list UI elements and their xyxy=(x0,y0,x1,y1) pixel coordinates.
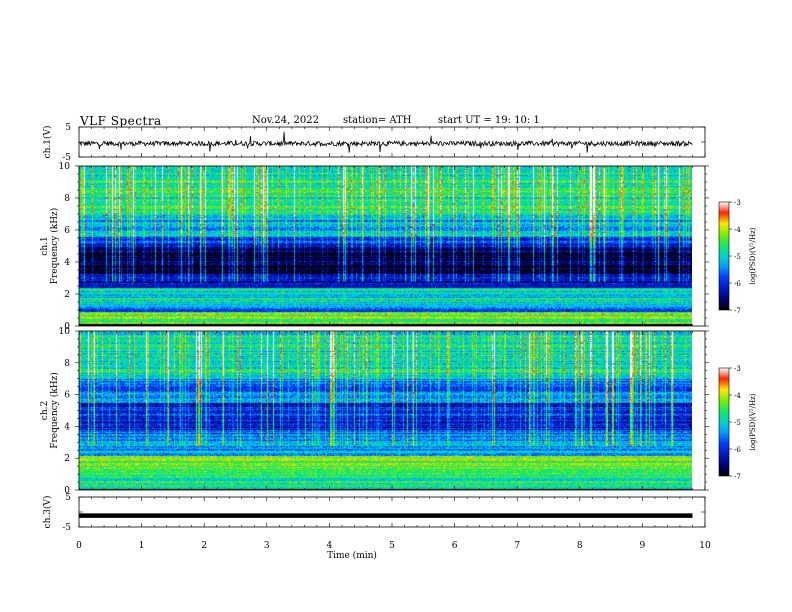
ch3-waveform-ylabel: ch.3(V) xyxy=(42,496,53,529)
colorbar-tick-label: -6 xyxy=(734,280,741,288)
x-axis-label: Time (min) xyxy=(327,550,377,561)
x-tick-label: 0 xyxy=(76,541,82,551)
ch1-spectrogram-colorbar-label: log(PSD)(V²/Hz) xyxy=(749,227,757,284)
x-tick-label: 7 xyxy=(514,541,520,551)
y-tick-label: 2 xyxy=(64,290,70,300)
y-axis-label: ch.3(V) xyxy=(42,496,53,529)
y-tick-label: 4 xyxy=(64,422,70,432)
x-tick-label: 10 xyxy=(699,541,711,551)
y-axis-label: Frequency (kHz) xyxy=(49,372,60,449)
ch2-spectrogram-image xyxy=(79,331,692,490)
ch2-spectrogram-colorbar-label: log(PSD)(V²/Hz) xyxy=(749,393,757,450)
x-tick-label: 3 xyxy=(264,541,270,551)
y-tick-label: 0 xyxy=(64,486,70,496)
colorbar-tick-label: -3 xyxy=(734,365,741,373)
x-tick-label: 9 xyxy=(640,541,646,551)
ch1-spectrogram-image xyxy=(79,166,692,326)
y-tick-label: -5 xyxy=(62,523,71,533)
y-tick-label: 6 xyxy=(64,391,70,401)
ch1-spectrogram-colorbar xyxy=(718,201,730,311)
x-tick-label: 4 xyxy=(327,541,333,551)
colorbar-tick-label: -5 xyxy=(734,253,741,261)
x-tick-label: 8 xyxy=(577,541,583,551)
ch2-spectrogram-colorbar xyxy=(718,367,730,477)
y-tick-label: -5 xyxy=(62,153,71,163)
y-axis-label: ch.1(V) xyxy=(42,126,53,159)
colorbar-tick-label: -6 xyxy=(734,446,741,454)
y-tick-label: 0 xyxy=(64,322,70,332)
ch2-spectrogram-ylabel: ch.2 Frequency (kHz) xyxy=(40,372,60,449)
x-tick-label: 2 xyxy=(201,541,207,551)
colorbar-label-text: log(PSD)(V²/Hz) xyxy=(749,393,757,450)
ch1-spectrogram-ylabel: ch.1 Frequency (kHz) xyxy=(40,208,60,285)
y-tick-label: 5 xyxy=(65,493,71,503)
y-tick-label: 2 xyxy=(64,454,70,464)
x-tick-label: 5 xyxy=(389,541,395,551)
y-tick-label: 10 xyxy=(59,162,71,172)
colorbar-tick-label: -4 xyxy=(734,226,741,234)
y-tick-label: 10 xyxy=(59,327,71,337)
colorbar-tick-label: -7 xyxy=(734,473,741,481)
colorbar-tick-label: -5 xyxy=(734,419,741,427)
y-tick-label: 8 xyxy=(64,359,70,369)
y-axis-label: ch.1 xyxy=(40,236,50,255)
station-label: station= ATH xyxy=(343,115,412,126)
colorbar-tick-label: -7 xyxy=(734,307,741,315)
y-tick-label: 4 xyxy=(64,258,70,268)
colorbar-label-text: log(PSD)(V²/Hz) xyxy=(749,227,757,284)
x-tick-label: 6 xyxy=(452,541,458,551)
ch1-waveform-ylabel: ch.1(V) xyxy=(42,126,53,159)
colorbar-tick-label: -3 xyxy=(734,199,741,207)
date-label: Nov.24, 2022 xyxy=(252,115,319,126)
y-tick-label: 5 xyxy=(65,123,71,133)
ch1-waveform-trace xyxy=(78,131,693,153)
x-tick-label: 1 xyxy=(139,541,145,551)
colorbar-tick-label: -4 xyxy=(734,392,741,400)
chart-title: VLF Spectra xyxy=(80,114,162,128)
ch3-waveform-frame xyxy=(78,496,706,528)
y-axis-label: ch.2 xyxy=(40,401,50,420)
start-time-label: start UT = 19: 10: 1 xyxy=(438,115,540,126)
y-tick-label: 6 xyxy=(64,226,70,236)
y-tick-label: 8 xyxy=(64,194,70,204)
y-axis-label: Frequency (kHz) xyxy=(49,208,60,285)
